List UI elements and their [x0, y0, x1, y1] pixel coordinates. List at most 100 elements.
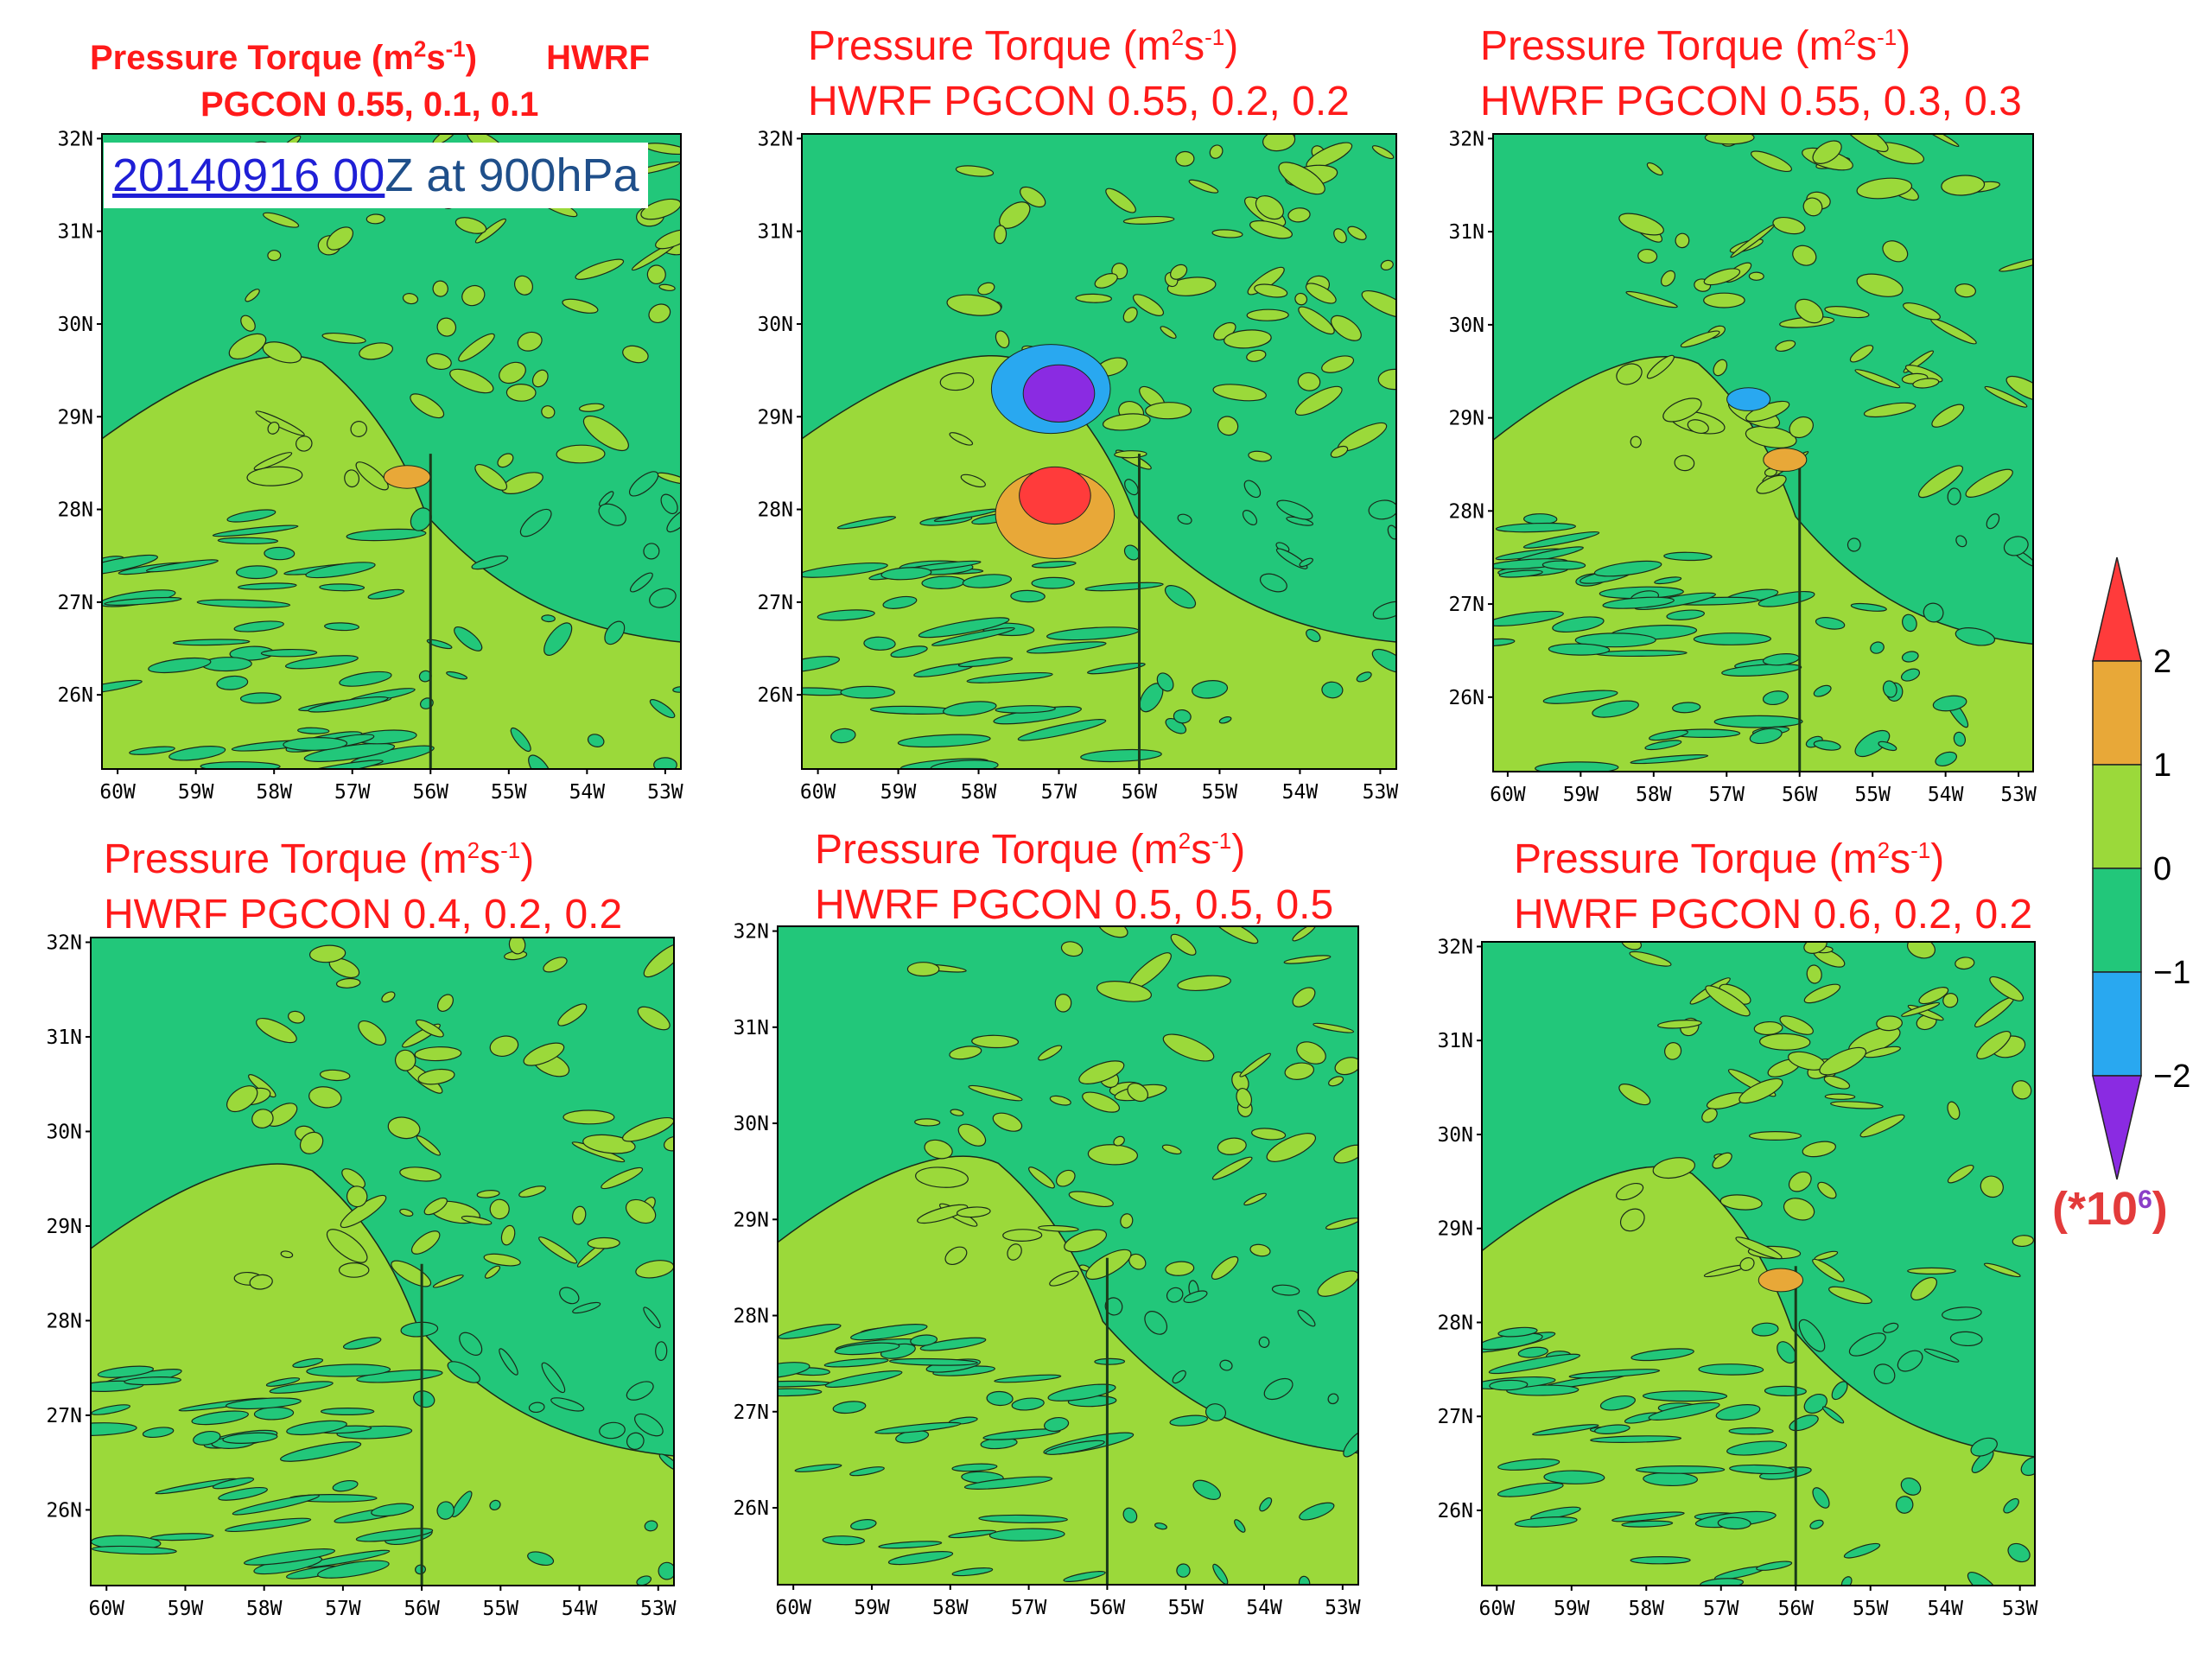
y-tick-label: 29N [46, 1216, 82, 1238]
contour-patch [1630, 435, 1642, 448]
contour-patch [1815, 617, 1846, 630]
contour-patch [437, 994, 454, 1012]
contour-patch [1637, 248, 1658, 264]
y-tick-label: 30N [57, 314, 93, 336]
contour-streak [1543, 1470, 1605, 1484]
x-tick-label: 53W [2000, 784, 2037, 806]
contour-patch [582, 1134, 636, 1154]
contour-patch [1756, 474, 1787, 494]
contour-streak [1497, 1458, 1560, 1471]
contour-patch [1949, 1331, 1983, 1347]
contour-patch [1049, 1270, 1079, 1287]
contour-streak [1649, 729, 1688, 741]
contour-patch [556, 444, 606, 464]
contour-patch [1192, 1479, 1221, 1500]
contour-streak [988, 1528, 1065, 1541]
y-tick-label: 27N [57, 592, 93, 614]
colorbar-bin [2092, 660, 2142, 766]
contour-patch [1830, 1101, 1884, 1109]
x-tick-label: 60W [775, 1597, 811, 1619]
contour-patch [1049, 1095, 1071, 1106]
contour-streak [265, 1377, 301, 1387]
contour-streak [1644, 740, 1682, 751]
contour-streak [951, 1567, 994, 1577]
contour-patch [1775, 340, 1796, 353]
contour-streak [217, 537, 279, 544]
contour-patch [604, 620, 626, 645]
contour-patch [557, 1003, 588, 1027]
contour-patch [944, 1246, 968, 1266]
contour-patch [664, 1135, 674, 1152]
contour-patch [1621, 942, 1643, 950]
contour-patch [1803, 942, 1827, 954]
x-tick-label: 56W [1122, 781, 1158, 804]
torque-feature-1 [1758, 1268, 1803, 1293]
contour-patch [1249, 1243, 1271, 1257]
date-link[interactable]: 20140916 00 [112, 149, 385, 201]
contour-patch [648, 303, 671, 323]
contour-patch [1246, 349, 1267, 362]
contour-patch [1803, 1393, 1827, 1414]
contour-patch [355, 461, 389, 491]
contour-patch [660, 493, 678, 515]
contour-patch [1219, 1359, 1233, 1371]
contour-patch [1947, 487, 1961, 505]
contour-patch [643, 943, 674, 978]
contour-patch [1713, 359, 1728, 377]
contour-streak [1498, 569, 1543, 578]
y-tick-label: 29N [1448, 408, 1484, 430]
contour-streak [1574, 632, 1656, 648]
contour-patch [1738, 1077, 1783, 1104]
contour-streak [1611, 1511, 1685, 1522]
colorbar-bin [2092, 764, 2142, 869]
contour-streak [1593, 560, 1662, 577]
contour-streak [145, 559, 219, 573]
contour-streak [1756, 1560, 1793, 1571]
contour-streak [226, 509, 276, 523]
contour-patch [1932, 695, 1967, 712]
colorbar-bin-above-2 [2092, 556, 2142, 662]
contour-patch [2012, 1235, 2034, 1248]
contour-patch [1847, 537, 1861, 552]
contour-patch [1299, 557, 1313, 568]
x-tick-label: 53W [2002, 1598, 2038, 1620]
contour-patch [1188, 179, 1219, 194]
contour-streak [1693, 632, 1771, 645]
contour-patch [321, 332, 366, 344]
contour-patch [1662, 397, 1702, 423]
contour-patch [432, 1274, 464, 1288]
contour-patch [1849, 345, 1874, 363]
contour-patch [1266, 1133, 1317, 1162]
contour-patch [1132, 294, 1165, 316]
contour-patch [417, 1068, 455, 1085]
contour-streak [1715, 1404, 1761, 1421]
contour-streak [878, 1541, 943, 1549]
contour-patch [1105, 188, 1136, 213]
contour-patch [1812, 140, 1842, 164]
y-tick-label: 27N [46, 1405, 82, 1427]
contour-streak [346, 528, 427, 542]
contour-patch [538, 1236, 578, 1264]
contour-streak [957, 657, 1014, 668]
contour-patch [971, 1034, 1020, 1049]
contour-patch [387, 1116, 421, 1140]
contour-patch [1652, 1157, 1696, 1179]
contour-patch [1705, 985, 1751, 1017]
contour-patch [1243, 480, 1262, 499]
contour-patch [513, 275, 534, 296]
contour-patch [1113, 1135, 1125, 1147]
contour-patch [1900, 668, 1921, 682]
contour-patch [1819, 1046, 1867, 1076]
contour-streak [239, 692, 282, 704]
contour-patch [1020, 186, 1046, 208]
contour-patch [957, 1123, 987, 1147]
panel-2-title: Pressure Torque (m2s-1) HWRF PGCON 0.55,… [808, 23, 1350, 124]
y-tick-label: 31N [1448, 221, 1484, 244]
contour-patch [288, 1010, 305, 1024]
contour-streak [1552, 616, 1605, 633]
contour-patch [1812, 1487, 1830, 1509]
y-tick-label: 29N [757, 406, 793, 429]
x-tick-label: 55W [491, 781, 527, 804]
contour-patch [626, 1432, 645, 1450]
torque-feature-1 [383, 465, 431, 489]
